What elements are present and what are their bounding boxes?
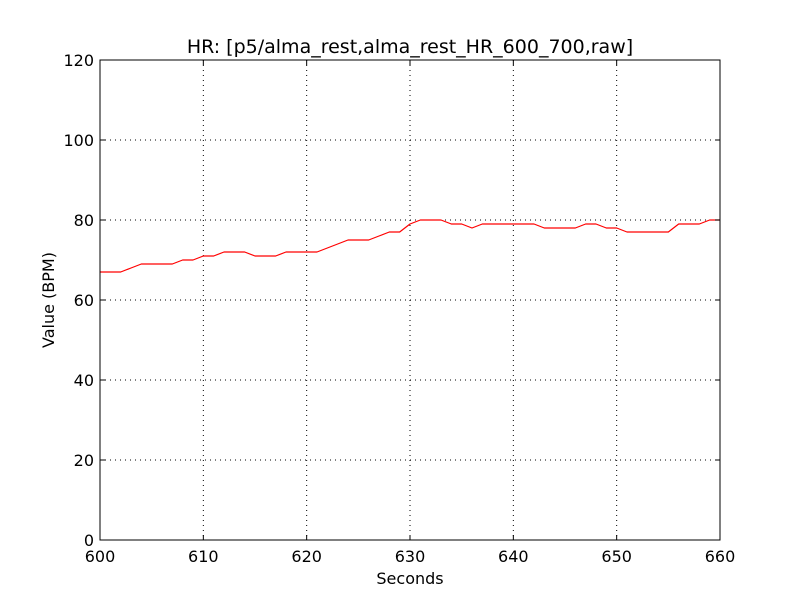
y-axis-label: Value (BPM) <box>39 252 58 348</box>
series-line-hr <box>100 219 720 273</box>
x-tick-label: 650 <box>601 547 632 566</box>
x-tick-label: 660 <box>705 547 736 566</box>
y-tick-label: 0 <box>84 531 94 550</box>
chart-title: HR: [p5/alma_rest,alma_rest_HR_600_700,r… <box>187 36 633 58</box>
y-tick-label: 120 <box>63 51 94 70</box>
x-tick-label: 640 <box>498 547 529 566</box>
y-tick-label: 100 <box>63 131 94 150</box>
x-tick-label: 610 <box>188 547 219 566</box>
y-tick-label: 60 <box>74 291 94 310</box>
y-tick-label: 40 <box>74 371 94 390</box>
x-tick-label: 600 <box>85 547 116 566</box>
y-tick-label: 20 <box>74 451 94 470</box>
x-tick-label: 620 <box>291 547 322 566</box>
series-layer <box>100 219 720 273</box>
x-axis-label: Seconds <box>376 569 443 588</box>
y-tick-label: 80 <box>74 211 94 230</box>
grid-lines <box>100 60 720 540</box>
axis-ticks: 600 610 620 630 640 650 660 0 20 40 60 80 100 120 <box>63 51 735 566</box>
x-tick-label: 630 <box>395 547 426 566</box>
